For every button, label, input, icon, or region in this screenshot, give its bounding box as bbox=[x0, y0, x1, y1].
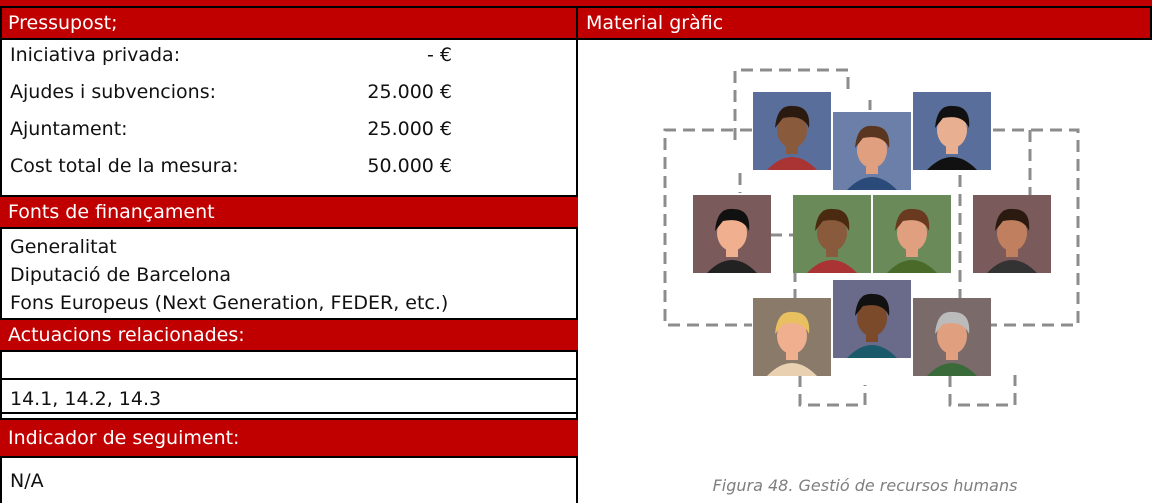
funding-item: Generalitat bbox=[10, 236, 117, 258]
related-actions: 14.1, 14.2, 14.3 bbox=[10, 388, 162, 410]
budget-label: Ajudes i subvencions: bbox=[10, 81, 216, 103]
right-border bbox=[1150, 6, 1152, 40]
funding-item: Fons Europeus (Next Generation, FEDER, e… bbox=[10, 292, 449, 314]
avatar-part bbox=[715, 208, 750, 231]
avatar-part bbox=[847, 177, 897, 190]
left-border bbox=[0, 6, 2, 503]
avatar-part bbox=[777, 318, 807, 354]
funding-item: Diputació de Barcelona bbox=[10, 264, 232, 286]
indicator: N/A bbox=[10, 470, 44, 492]
avatar-part bbox=[937, 112, 967, 148]
avatar-part bbox=[775, 311, 810, 334]
avatar-part bbox=[817, 215, 847, 251]
section-header: Material gràfic bbox=[578, 6, 1152, 40]
budget-value: - € bbox=[427, 44, 452, 66]
avatar-part bbox=[855, 293, 890, 316]
budget-value: 50.000 € bbox=[367, 155, 452, 177]
avatar-part bbox=[937, 318, 967, 354]
column-border bbox=[576, 6, 578, 503]
avatar-part bbox=[927, 363, 977, 376]
avatar-part bbox=[855, 125, 890, 148]
avatar-part bbox=[847, 345, 897, 358]
budget-label: Ajuntament: bbox=[10, 118, 128, 140]
row-border bbox=[0, 412, 578, 414]
avatar-part bbox=[887, 260, 937, 273]
section-header: Indicador de seguiment: bbox=[0, 418, 578, 458]
row-border bbox=[0, 378, 578, 380]
avatar-part bbox=[767, 157, 817, 170]
avatar-part bbox=[897, 215, 927, 251]
budget-label: Cost total de la mesura: bbox=[10, 155, 239, 177]
avatar-part bbox=[807, 260, 857, 273]
avatar-part bbox=[935, 105, 970, 128]
avatar-part bbox=[927, 157, 977, 170]
avatar-part bbox=[777, 112, 807, 148]
budget-value: 25.000 € bbox=[367, 118, 452, 140]
avatar-part bbox=[767, 363, 817, 376]
avatar-part bbox=[717, 215, 747, 251]
budget-label: Iniciativa privada: bbox=[10, 44, 181, 66]
avatar-part bbox=[997, 215, 1027, 251]
avatar-part bbox=[857, 132, 887, 168]
figure-caption: Figura 48. Gestió de recursos humans bbox=[712, 476, 1018, 495]
team-illustration bbox=[663, 68, 1080, 407]
avatar-part bbox=[775, 105, 810, 128]
avatar-part bbox=[935, 311, 970, 334]
avatar-part bbox=[815, 208, 850, 231]
avatar-part bbox=[987, 260, 1037, 273]
budget-value: 25.000 € bbox=[367, 81, 452, 103]
section-header: Fonts de finançament bbox=[0, 195, 578, 229]
avatar-part bbox=[995, 208, 1030, 231]
section-header: Pressupost; bbox=[0, 6, 578, 40]
avatar-part bbox=[895, 208, 930, 231]
avatar-part bbox=[857, 300, 887, 336]
avatar-part bbox=[707, 260, 757, 273]
section-header: Actuacions relacionades: bbox=[0, 318, 578, 352]
